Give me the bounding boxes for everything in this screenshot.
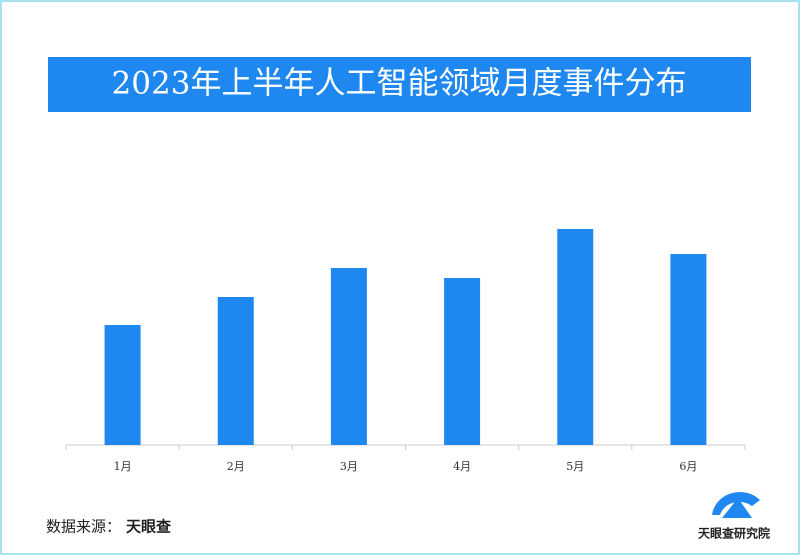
source-label: 数据来源：: [46, 518, 121, 536]
logo-arc: [712, 492, 760, 515]
bar: [104, 325, 141, 445]
chart-title: 2023年上半年人工智能领域月度事件分布: [112, 66, 687, 102]
bar: [444, 278, 481, 445]
bar: [670, 254, 707, 445]
title-box: [48, 57, 751, 112]
x-tick-label: 3月: [340, 460, 358, 473]
bar: [217, 297, 254, 445]
source-value: 天眼查: [126, 518, 172, 536]
logo-text: 天眼查研究院: [698, 526, 770, 541]
bar: [330, 268, 367, 445]
x-tick-label: 4月: [453, 460, 471, 473]
logo-peak: [722, 498, 752, 518]
x-tick-label: 6月: [679, 460, 697, 473]
logo: [712, 492, 760, 518]
x-tick-label: 2月: [227, 460, 245, 473]
bar: [557, 229, 594, 445]
x-tick-label: 5月: [566, 460, 584, 473]
x-tick-label: 1月: [114, 460, 132, 473]
